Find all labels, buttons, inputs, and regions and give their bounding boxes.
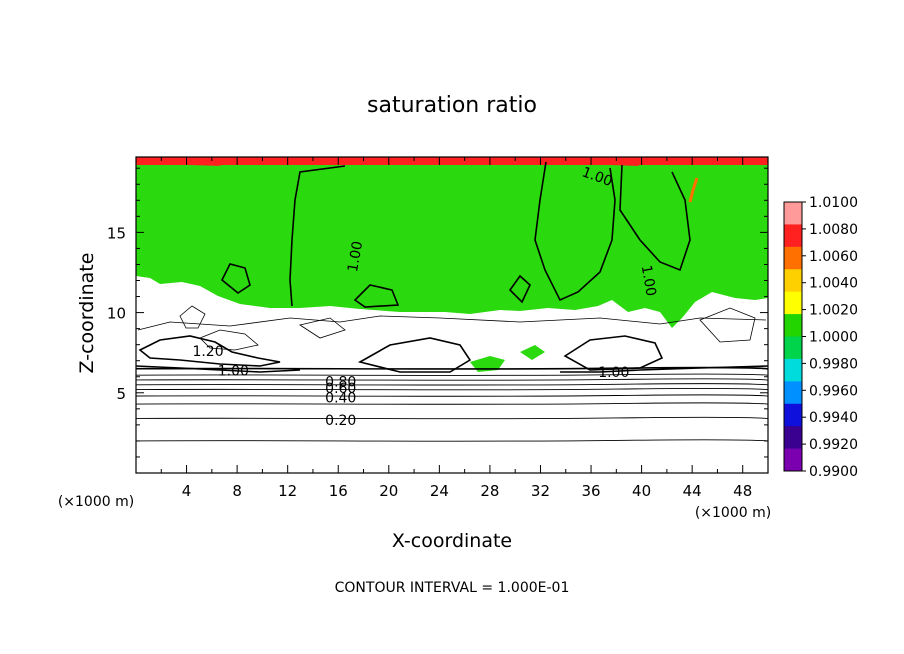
supersaturated-patch bbox=[470, 356, 505, 372]
contour-line-1.00 bbox=[357, 337, 472, 373]
contour-label: 0.40 bbox=[325, 391, 356, 407]
x-axis-unit-right: (×1000 m) bbox=[695, 505, 771, 521]
contour-label: 0.20 bbox=[325, 413, 356, 429]
colorbar-swatch bbox=[784, 202, 802, 225]
colorbar-swatch bbox=[784, 224, 802, 248]
contour-line-1.10 bbox=[699, 307, 756, 343]
y-tick-label: 15 bbox=[107, 224, 126, 242]
contour-label: 1.00 bbox=[218, 363, 249, 379]
x-tick-label: 36 bbox=[581, 482, 600, 500]
contour-label: 1.20 bbox=[192, 344, 223, 360]
colorbar-swatch bbox=[784, 403, 802, 427]
colorbar-label: 1.0000 bbox=[809, 330, 858, 346]
plot-area: 1.001.001.001.201.00 1.000.800.600.400.20 bbox=[136, 157, 768, 473]
y-tick-label: 5 bbox=[116, 385, 126, 403]
contour-label: 1.00 bbox=[638, 264, 659, 297]
x-tick-label: 44 bbox=[683, 482, 702, 500]
colorbar-label: 0.9980 bbox=[809, 356, 858, 372]
colorbar-swatch bbox=[784, 336, 802, 360]
colorbar-label: 0.9940 bbox=[809, 410, 858, 426]
x-axis-unit-left: (×1000 m) bbox=[58, 494, 134, 510]
colorbar-label: 1.0040 bbox=[809, 276, 858, 292]
colorbar-swatch bbox=[784, 246, 802, 270]
contour-line-1.00 bbox=[136, 365, 301, 373]
colorbar-swatch bbox=[784, 291, 802, 315]
y-axis-ticks: 5 10 15 bbox=[107, 167, 768, 458]
colorbar-swatch bbox=[784, 448, 802, 472]
x-tick-label: 28 bbox=[480, 482, 499, 500]
contour-line-0.30 bbox=[136, 416, 768, 420]
contour-line-0.50 bbox=[136, 394, 768, 397]
contour-interval-note: CONTOUR INTERVAL = 1.000E-01 bbox=[335, 580, 570, 596]
colorbar: 1.0100 1.0080 1.0060 1.0040 1.0020 1.0000 0.99… bbox=[783, 195, 858, 480]
x-tick-label: 20 bbox=[379, 482, 398, 500]
y-axis-label: Z-coordinate bbox=[76, 253, 98, 374]
x-axis-ticks: 4 8 12 16 20 24 28 32 36 40 44 48 bbox=[160, 157, 752, 500]
x-axis-label: X-coordinate bbox=[392, 530, 512, 552]
contour-line-1.00 bbox=[619, 164, 691, 272]
y-tick-label: 10 bbox=[107, 305, 126, 323]
contour-line-0.80 bbox=[136, 378, 768, 381]
upper-boundary-peak bbox=[190, 161, 222, 166]
contour-line-1.00 bbox=[220, 263, 251, 294]
x-tick-label: 4 bbox=[182, 482, 192, 500]
contour-line-1.00 bbox=[289, 165, 346, 307]
contour-label: 1.00 bbox=[345, 240, 366, 273]
contour-label: 1.00 bbox=[598, 365, 629, 381]
contour-line-1.00 bbox=[353, 284, 400, 308]
colorbar-swatch bbox=[784, 314, 802, 337]
contour-line-1.00 bbox=[136, 366, 768, 370]
x-tick-label: 32 bbox=[531, 482, 550, 500]
contour-line-0.20 bbox=[136, 439, 768, 442]
contour-line-0.40 bbox=[136, 402, 768, 405]
contour-line-1.10 bbox=[179, 305, 206, 329]
upper-boundary-band bbox=[136, 157, 768, 165]
x-tick-label: 8 bbox=[232, 482, 242, 500]
contour-line-1.20 bbox=[138, 335, 281, 367]
supersaturated-patch bbox=[520, 345, 545, 360]
colorbar-label: 0.9920 bbox=[809, 437, 858, 453]
colorbar-swatch bbox=[784, 358, 802, 382]
colorbar-swatch bbox=[784, 269, 802, 293]
colorbar-swatch bbox=[784, 426, 802, 450]
contour-line-1.00 bbox=[563, 335, 664, 371]
x-tick-label: 40 bbox=[632, 482, 651, 500]
colorbar-swatch bbox=[784, 381, 802, 405]
colorbar-label: 1.0080 bbox=[809, 222, 858, 238]
colorbar-label: 1.0020 bbox=[809, 303, 858, 319]
contour-line-1.10 bbox=[199, 329, 259, 351]
moisture-streak bbox=[688, 177, 699, 203]
contour-line-1.00 bbox=[560, 365, 768, 373]
chart-title: saturation ratio bbox=[367, 93, 537, 118]
colorbar-label: 1.0100 bbox=[809, 195, 858, 211]
contour-label: 0.60 bbox=[325, 381, 356, 397]
contour-lines bbox=[136, 366, 768, 442]
contour-line-1.00 bbox=[534, 161, 616, 302]
contour-line-0.60 bbox=[136, 388, 768, 391]
x-tick-label: 12 bbox=[278, 482, 297, 500]
contour-label: 0.80 bbox=[325, 375, 356, 391]
x-tick-label: 16 bbox=[329, 482, 348, 500]
contour-line-1.00 bbox=[508, 274, 531, 304]
colorbar-label: 0.9900 bbox=[809, 464, 858, 480]
plot-frame bbox=[135, 156, 769, 474]
x-tick-label: 24 bbox=[430, 482, 449, 500]
upper-boundary-peak bbox=[610, 160, 640, 166]
contour-line-1.10 bbox=[137, 315, 767, 331]
colorbar-label: 0.9960 bbox=[809, 383, 858, 399]
contour-line-0.70 bbox=[136, 383, 768, 386]
x-tick-label: 48 bbox=[733, 482, 752, 500]
contour-line-0.90 bbox=[136, 373, 768, 376]
colorbar-label: 1.0060 bbox=[809, 249, 858, 265]
